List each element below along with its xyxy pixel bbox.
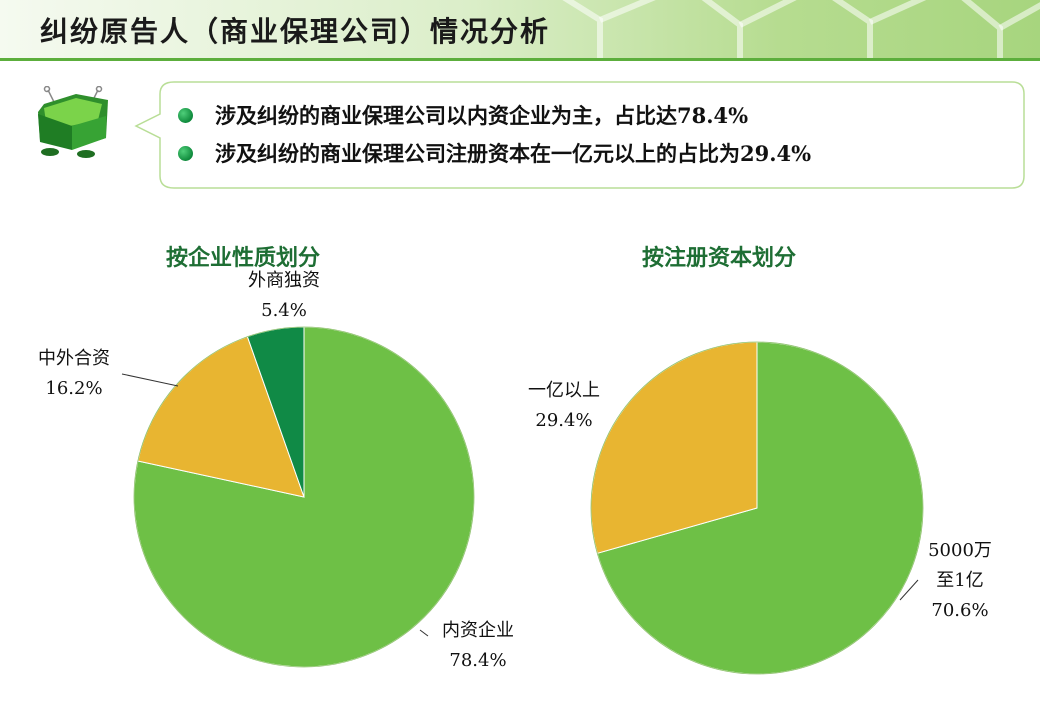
slice-name: 内资企业 — [442, 620, 514, 641]
bullet-dot-icon — [178, 145, 193, 161]
slice-value: 78.4% — [449, 650, 507, 671]
slice-name: 至1亿 — [936, 570, 984, 591]
slice-label: 内资企业 78.4% — [430, 616, 526, 676]
summary-bullet: 涉及纠纷的商业保理公司以内资企业为主，占比达78.4% — [178, 96, 811, 134]
page-title: 纠纷原告人（商业保理公司）情况分析 — [40, 15, 551, 48]
header-decoration — [562, 0, 1040, 58]
summary-bullet: 涉及纠纷的商业保理公司注册资本在一亿元以上的占比为29.4% — [178, 134, 811, 172]
pie-outline — [133, 326, 475, 668]
pie-enterprise-type — [133, 326, 475, 668]
summary-text: 涉及纠纷的商业保理公司以内资企业为主，占比达78.4% — [215, 103, 749, 128]
chart-title-capital: 按注册资本划分 — [642, 245, 797, 271]
pie-registered-capital — [590, 341, 924, 675]
slice-value: 70.6% — [931, 600, 989, 621]
summary-bullets: 涉及纠纷的商业保理公司以内资企业为主，占比达78.4% 涉及纠纷的商业保理公司注… — [178, 96, 811, 172]
leader-line — [419, 629, 429, 637]
slice-value: 29.4% — [535, 410, 593, 431]
slice-name: 一亿以上 — [528, 380, 600, 401]
summary-callout — [134, 81, 1025, 189]
slice-value: 5.4% — [261, 300, 307, 321]
slice-label: 中外合资 16.2% — [26, 344, 122, 404]
summary-text: 涉及纠纷的商业保理公司注册资本在一亿元以上的占比为29.4% — [215, 141, 812, 166]
leader-line — [899, 579, 919, 601]
slice-name: 中外合资 — [38, 348, 110, 369]
slice-value: 16.2% — [45, 378, 103, 399]
header-bar: 纠纷原告人（商业保理公司）情况分析 — [0, 0, 1040, 58]
leader-line — [121, 373, 179, 387]
slice-label: 外商独资 5.4% — [238, 266, 330, 326]
bullet-dot-icon — [178, 107, 193, 123]
slice-label: 一亿以上 29.4% — [516, 376, 612, 436]
slice-name: 5000万 — [928, 540, 992, 561]
header-divider — [0, 58, 1040, 61]
pie-outline — [590, 341, 924, 675]
slice-label: 5000万 至1亿 70.6% — [912, 536, 1008, 626]
slice-name: 外商独资 — [248, 270, 320, 291]
chart-title-enterprise: 按企业性质划分 — [166, 245, 321, 271]
folder-mascot-icon — [38, 86, 108, 158]
